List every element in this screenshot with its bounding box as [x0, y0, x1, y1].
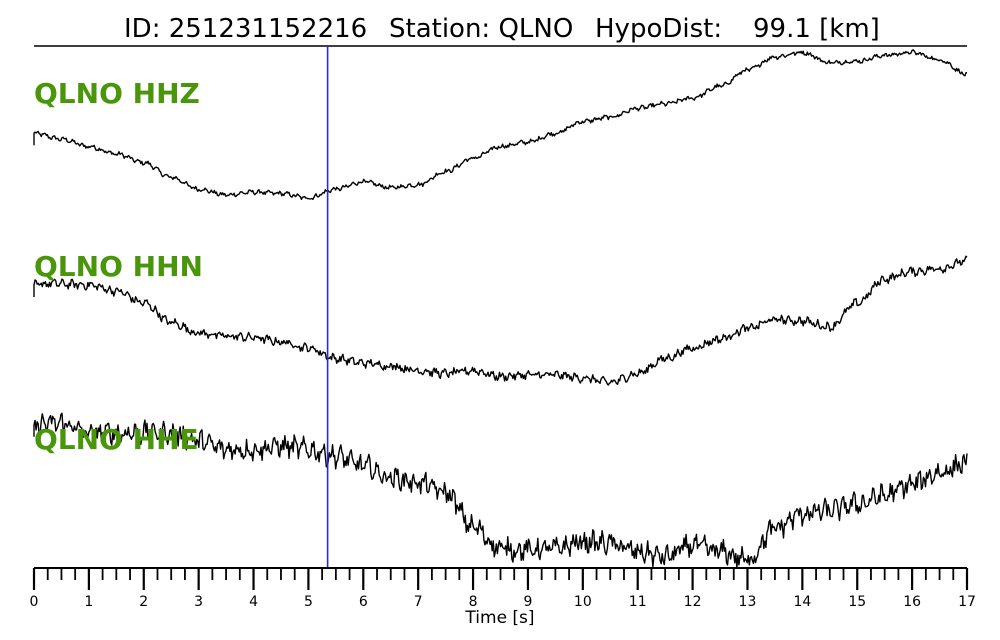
x-tick-label: 0	[30, 594, 39, 610]
x-tick-label: 1	[84, 594, 93, 610]
channel-label-hhe: QLNO HHE	[34, 423, 199, 456]
x-tick-label: 5	[304, 594, 313, 610]
trace-qlno-hhn	[33, 255, 968, 386]
x-tick-label: 14	[793, 594, 811, 610]
x-tick-label: 2	[139, 594, 148, 610]
x-tick-label: 7	[414, 594, 423, 610]
x-tick-label: 9	[523, 594, 532, 610]
x-tick-label: 10	[574, 594, 592, 610]
x-axis-ticks: 0 1 2 3 4 5 6 7 8 9 10 11 12 13 14 15 16 17	[30, 568, 976, 610]
x-tick-label: 4	[249, 594, 258, 610]
trace-qlno-hhe	[33, 412, 968, 569]
x-tick-label: 11	[629, 594, 647, 610]
x-tick-label: 3	[194, 594, 203, 610]
trace-layer	[33, 49, 968, 569]
x-tick-label: 16	[903, 594, 921, 610]
channel-label-hhn: QLNO HHN	[34, 250, 203, 283]
x-tick-label: 15	[848, 594, 866, 610]
channel-label-hhz: QLNO HHZ	[34, 77, 200, 110]
title-hypodist-label: HypoDist:	[595, 14, 722, 44]
x-tick-label: 12	[684, 594, 702, 610]
x-tick-label: 8	[469, 594, 478, 610]
x-tick-label: 6	[359, 594, 368, 610]
title-station: Station: QLNO	[389, 14, 573, 44]
x-tick-label: 13	[739, 594, 757, 610]
trace-qlno-hhz	[33, 49, 968, 201]
title-id: ID: 251231152216	[124, 14, 367, 44]
x-axis-label: Time [s]	[464, 608, 534, 628]
title-hypodist-value: 99.1 [km]	[753, 14, 880, 44]
x-tick-label: 17	[958, 594, 976, 610]
